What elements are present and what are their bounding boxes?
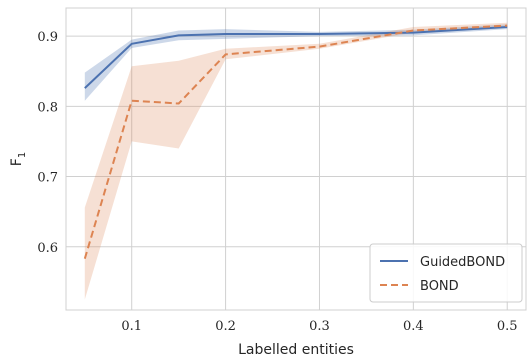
series-lines [83,24,508,259]
x-tick-label: 0.4 [403,319,424,334]
series-line-guidedbond [84,26,508,89]
legend-box [369,243,523,303]
x-tick-label: 0.5 [497,319,518,334]
y-tick-label: 0.7 [37,171,58,186]
y-tick-labels: 0.6 0.7 0.8 0.9 [37,30,58,256]
confidence-bands [84,22,508,300]
x-tick-label: 0.3 [309,319,330,334]
x-axis-label: Labelled entities [238,342,354,358]
legend-label-guidedbond: GuidedBOND [420,255,505,270]
legend: GuidedBOND BOND [369,243,523,303]
grid-lines [66,8,526,310]
plot-frame [65,7,527,311]
y-tick-label: 0.9 [37,30,58,45]
confidence-band-bond [84,22,508,300]
legend-label-bond: BOND [420,279,459,294]
y-tick-label: 0.6 [37,241,58,256]
confidence-band-guidedbond [84,24,508,101]
x-tick-label: 0.1 [121,319,142,334]
series-line-bond [83,24,508,259]
y-axis-label-base: F [9,158,25,166]
y-tick-label: 0.8 [37,100,58,115]
y-axis-label: F1 [9,152,28,166]
x-tick-labels: 0.1 0.2 0.3 0.4 0.5 [121,319,517,334]
y-axis-label-subscript: 1 [17,152,28,158]
x-tick-label: 0.2 [215,319,236,334]
